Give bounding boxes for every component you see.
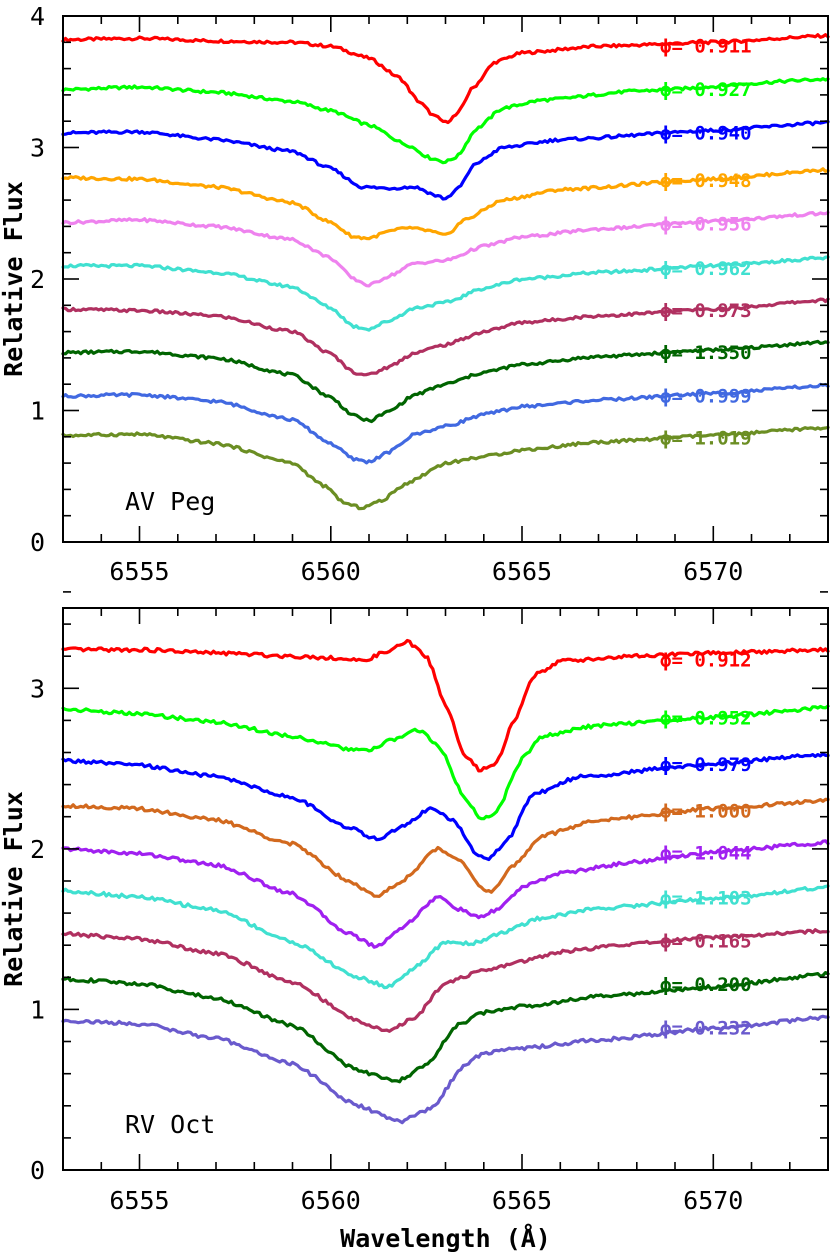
y-tick-label: 2: [30, 265, 45, 294]
phase-label: ϕ= 0.962: [660, 258, 752, 280]
spectrum-line: [61, 1014, 830, 1125]
spectrum-line: [61, 210, 830, 288]
phase-label: ϕ= 0.956: [660, 213, 752, 235]
phase-label: ϕ= 0.165: [660, 931, 752, 953]
y-axis-title: Relative Flux: [0, 791, 28, 987]
x-tick-label: 6560: [301, 557, 361, 586]
spectrum-line: [61, 752, 830, 862]
phase-label: ϕ= 0.927: [660, 79, 752, 101]
phase-label: ϕ= 1.019: [660, 428, 752, 450]
spectrum-line: [61, 167, 830, 241]
phase-label: ϕ= 1.044: [660, 842, 752, 864]
phase-label: ϕ= 0.940: [660, 123, 752, 145]
y-tick-label: 2: [30, 835, 45, 864]
spectrum-line: [61, 884, 830, 990]
star-name-label: RV Oct: [125, 1110, 215, 1139]
y-tick-label: 1: [30, 397, 45, 426]
y-tick-label: 3: [30, 134, 45, 163]
spectrum-line: [61, 33, 830, 125]
spectrum-line: [61, 928, 830, 1033]
phase-label: ϕ= 0.952: [660, 708, 752, 730]
x-axis-title: Wavelength (Å): [340, 1224, 551, 1253]
y-tick-label: 3: [30, 674, 45, 703]
y-tick-label: 0: [30, 1156, 45, 1185]
spectrum-line: [61, 797, 830, 898]
phase-label: ϕ= 0.948: [660, 170, 752, 192]
phase-label: ϕ= 0.911: [660, 36, 752, 58]
phase-label: ϕ= 0.973: [660, 300, 752, 322]
y-tick-label: 1: [30, 995, 45, 1024]
x-tick-label: 6565: [492, 557, 552, 586]
x-tick-label: 6565: [492, 1186, 552, 1215]
panel-2: ϕ= 0.912 ϕ= 0.952 ϕ= 0.979 ϕ= 1.000 ϕ= 1.044…: [0, 591, 830, 1253]
spectrum-line: [61, 382, 830, 465]
phase-label: ϕ= 1.103: [660, 887, 752, 909]
spectrum-line: [61, 77, 830, 165]
star-name-label: AV Peg: [125, 487, 215, 516]
phase-label: ϕ= 0.979: [660, 754, 752, 776]
spectrum-line: [61, 704, 830, 821]
phase-label: ϕ= 0.912: [660, 650, 752, 672]
spectrum-line: [61, 339, 830, 424]
panel-1: ϕ= 0.911 ϕ= 0.927 ϕ= 0.940 ϕ= 0.948 ϕ= 0.956…: [0, 2, 830, 586]
spectrum-line: [61, 839, 830, 949]
spectrum-line: [61, 638, 830, 773]
x-tick-label: 6555: [109, 1186, 169, 1215]
phase-label: ϕ= 0.999: [660, 386, 752, 408]
x-tick-label: 6555: [109, 557, 169, 586]
spectrum-line: [61, 971, 830, 1084]
phase-label: ϕ= 0.232: [660, 1018, 752, 1040]
y-tick-label: 0: [30, 528, 45, 557]
y-axis-title: Relative Flux: [0, 181, 28, 377]
spectrum-line: [61, 297, 830, 377]
spectrum-line: [61, 255, 830, 332]
x-tick-label: 6560: [301, 1186, 361, 1215]
x-tick-label: 6570: [683, 557, 743, 586]
phase-label: ϕ= 1.000: [660, 801, 752, 823]
phase-label: ϕ= 1.350: [660, 342, 752, 364]
spectrum-line: [61, 425, 830, 511]
spectrum-line: [61, 120, 830, 201]
y-tick-label: 4: [30, 2, 45, 31]
x-tick-label: 6570: [683, 1186, 743, 1215]
phase-label: ϕ= 0.200: [660, 974, 752, 996]
